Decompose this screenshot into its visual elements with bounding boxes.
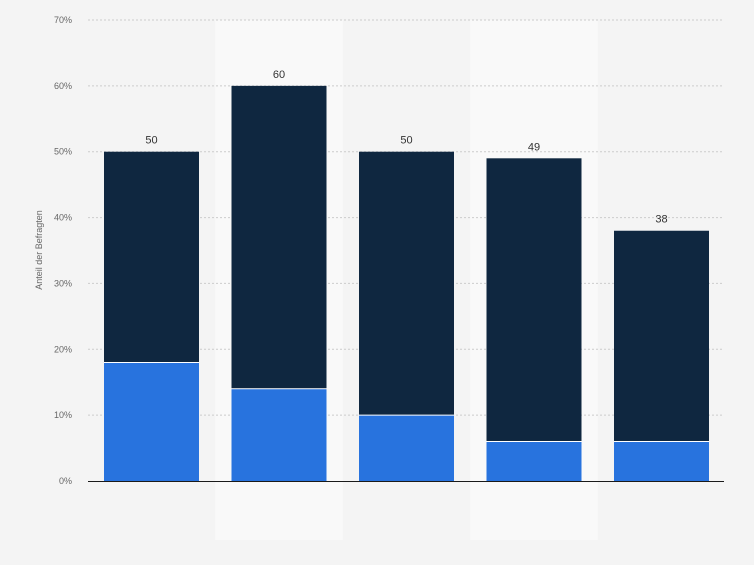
bar-segment <box>614 441 709 481</box>
bars <box>104 85 709 481</box>
bar-total-label: 60 <box>273 69 285 81</box>
y-axis-ticks: 0% 10% 20% 30% 40% 50% 60% 70% <box>54 15 72 486</box>
bar-segment <box>231 388 327 481</box>
data-labels: 50 60 50 49 38 <box>145 69 667 226</box>
y-tick-label: 40% <box>54 213 72 223</box>
bar-segment <box>614 230 709 442</box>
bar-total-label: 50 <box>145 135 157 147</box>
bar-segment <box>104 362 199 481</box>
bar-total-label: 38 <box>655 214 667 226</box>
y-axis-label: Anteil der Befragten <box>34 210 44 290</box>
y-tick-label: 30% <box>54 278 72 288</box>
y-tick-label: 20% <box>54 344 72 354</box>
bar-segment <box>486 158 582 442</box>
bar-segment <box>104 151 199 363</box>
y-tick-label: 50% <box>54 147 72 157</box>
y-tick-label: 10% <box>54 410 72 420</box>
y-tick-label: 60% <box>54 81 72 91</box>
bar-segment <box>231 85 327 389</box>
bar-total-label: 50 <box>400 135 412 147</box>
bar-segment <box>359 151 454 416</box>
bar-total-label: 49 <box>528 141 540 153</box>
bar-segment <box>359 415 454 481</box>
bar-segment <box>486 441 582 481</box>
y-tick-label: 0% <box>59 476 72 486</box>
y-tick-label: 70% <box>54 15 72 25</box>
